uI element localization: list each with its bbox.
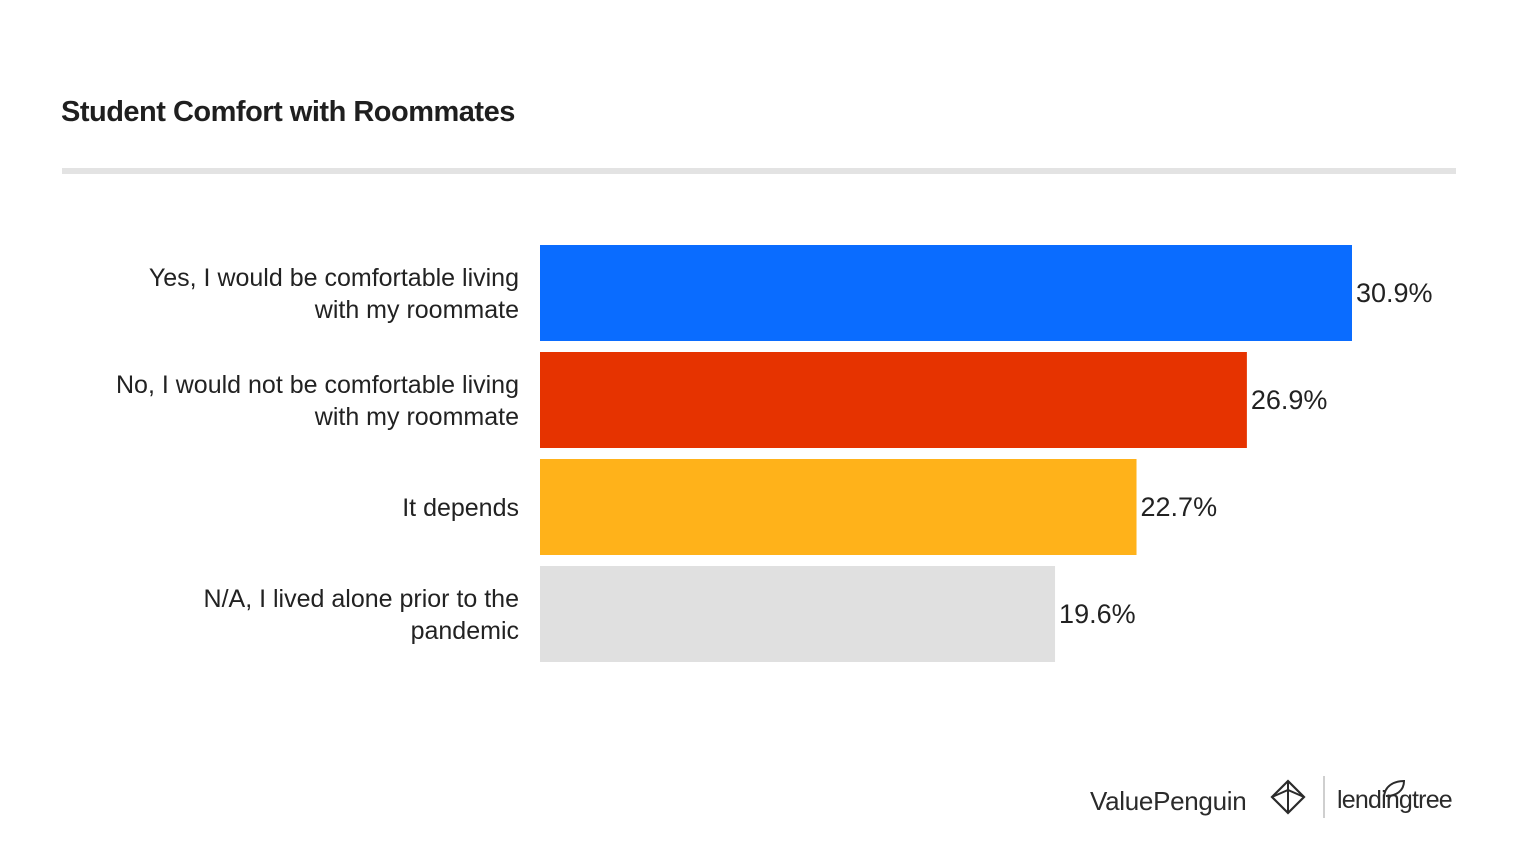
category-label-1: No, I would not be comfortable living wit… bbox=[116, 371, 519, 431]
value-label-0: 30.9% bbox=[1356, 278, 1433, 308]
bar-1 bbox=[540, 352, 1247, 448]
category-label-3: N/A, I lived alone prior to the pandemic bbox=[204, 585, 519, 645]
valuepenguin-brand: ValuePenguin bbox=[1090, 786, 1247, 816]
value-label-2: 22.7% bbox=[1141, 492, 1218, 522]
brand-separator bbox=[1323, 776, 1325, 818]
bar-3 bbox=[540, 566, 1056, 662]
bar-2 bbox=[540, 459, 1137, 555]
category-label-0: Yes, I would be comfortable living with m… bbox=[149, 264, 519, 324]
chart-title: Student Comfort with Roommates bbox=[61, 96, 515, 128]
lendingtree-brand: lendingtree bbox=[1337, 786, 1453, 814]
value-label-3: 19.6% bbox=[1059, 599, 1136, 629]
category-label-2: It depends bbox=[402, 494, 519, 522]
lendingtree-leaf-icon bbox=[1383, 779, 1406, 799]
value-label-1: 26.9% bbox=[1251, 385, 1328, 415]
bar-0 bbox=[540, 245, 1352, 341]
title-divider bbox=[62, 168, 1456, 174]
valuepenguin-logo-icon bbox=[1270, 779, 1306, 815]
